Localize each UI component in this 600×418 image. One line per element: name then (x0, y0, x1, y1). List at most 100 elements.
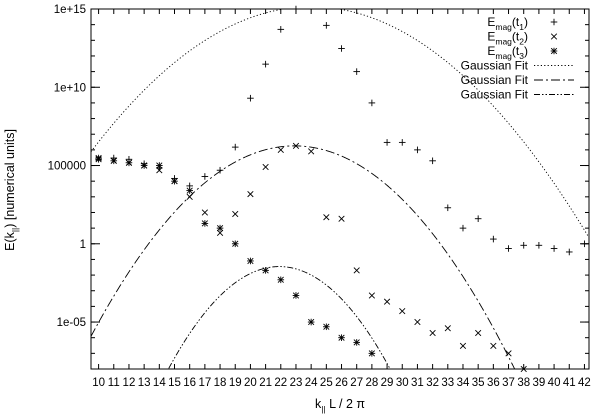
series-2-point (353, 267, 360, 274)
series-2-point (277, 146, 284, 153)
x-tick-label: 11 (108, 377, 120, 389)
series-2-point (292, 142, 300, 149)
series-3-point (156, 162, 163, 169)
legend-label-fit-1: Gaussian Fit (461, 59, 529, 73)
series-2-point (323, 214, 330, 221)
gaussian-fit-3 (167, 266, 391, 369)
series-3-point (307, 318, 315, 326)
series-1-point (459, 224, 467, 232)
x-tick-label: 19 (229, 377, 242, 389)
data-points (95, 5, 588, 373)
series-2-point (475, 329, 482, 337)
x-tick-label: 25 (320, 377, 333, 389)
x-tick-label: 30 (396, 377, 409, 389)
series-2-point (444, 325, 451, 332)
x-tick-label: 32 (426, 377, 439, 389)
series-3-point (353, 339, 361, 346)
legend-label-series-1: Emag(t1) (487, 15, 528, 32)
gaussian-fits (91, 9, 589, 369)
series-3-point (95, 155, 102, 163)
series-1-point (490, 235, 497, 243)
legend-marker-series-2 (550, 33, 558, 40)
series-1-point (262, 60, 269, 68)
series-1-point (565, 248, 573, 256)
series-3-point (292, 292, 300, 299)
x-tick-label: 13 (138, 377, 151, 389)
x-tick-label: 28 (365, 377, 378, 389)
series-1-point (429, 157, 436, 165)
series-3-point (323, 323, 330, 331)
y-tick-label: 1e-05 (57, 317, 86, 329)
series-1-point (277, 26, 285, 33)
x-tick-label: 24 (305, 377, 318, 389)
x-tick-label: 22 (274, 377, 287, 389)
series-2-point (216, 229, 224, 236)
legend-label-series-2: Emag(t2) (487, 30, 528, 47)
series-1-point (323, 22, 330, 29)
x-tick-label: 35 (472, 377, 485, 389)
x-tick-label: 14 (153, 377, 166, 389)
series-1-point (292, 5, 300, 13)
axes: 10 11 12 13 14 15 16 17 18 19 20 21 22 23 24 25 26 27 28 29… (48, 4, 591, 389)
x-tick-label: 37 (502, 377, 515, 389)
legend-marker-series-1 (550, 18, 558, 26)
series-3-point (201, 220, 209, 227)
series-3-point (277, 276, 285, 284)
series-1-point (520, 241, 528, 249)
series-2-point (308, 148, 315, 155)
series-2-point (186, 193, 193, 200)
x-tick-label: 21 (259, 377, 272, 389)
series-1-point (247, 94, 254, 102)
series-2-point (505, 350, 512, 357)
legend-marker-series-3 (550, 47, 558, 55)
x-axis-label: k|| L / 2 π (315, 397, 365, 414)
x-tick-label: 41 (563, 377, 576, 389)
x-tick-label: 27 (350, 377, 363, 389)
series-1-point (398, 139, 406, 146)
x-tick-label: 12 (123, 377, 136, 389)
series-2-point (338, 215, 345, 222)
x-tick-label: 31 (411, 377, 424, 389)
series-2-point (201, 209, 208, 216)
x-tick-label: 20 (244, 377, 257, 389)
series-3-point (338, 334, 345, 341)
y-tick-label: 1e+10 (54, 82, 86, 94)
series-1-point (353, 68, 361, 75)
series-2-point (232, 210, 239, 218)
x-tick-label: 23 (290, 377, 303, 389)
legend-label-fit-2: Gaussian Fit (461, 73, 529, 87)
series-3-point (262, 267, 269, 274)
series-1-point (414, 146, 421, 154)
series-1-point (581, 240, 588, 248)
legend-label-fit-3: Gaussian Fit (461, 88, 529, 102)
x-tick-label: 16 (183, 377, 196, 389)
series-1-point (474, 215, 482, 223)
x-tick-label: 15 (168, 377, 181, 389)
y-tick-label: 1e+15 (54, 4, 86, 16)
series-3-point (110, 157, 118, 165)
series-1-point (201, 173, 209, 180)
series-3-point (247, 257, 254, 265)
legend: Emag(t1)Emag(t2)Emag(t3)Gaussian FitGaus… (461, 15, 574, 102)
series-3-point (186, 187, 193, 194)
x-tick-label: 10 (92, 377, 105, 389)
y-tick-label: 100000 (48, 161, 86, 173)
series-2-point (247, 190, 254, 198)
series-2-point (429, 329, 436, 337)
x-tick-label: 17 (198, 377, 211, 389)
series-1-point (535, 241, 543, 249)
series-2-point (520, 365, 527, 373)
series-3-point (171, 177, 178, 185)
series-1-point (338, 45, 345, 52)
x-tick-label: 38 (517, 377, 530, 389)
x-tick-label: 33 (441, 377, 454, 389)
series-2-point (459, 342, 467, 350)
legend-label-series-3: Emag(t3) (487, 44, 528, 61)
series-3-point (140, 162, 148, 169)
y-axis-label: E(k||) [numerical units] (3, 129, 20, 251)
series-1-point (216, 166, 224, 174)
x-tick-label: 42 (578, 377, 591, 389)
series-3-point (125, 159, 133, 167)
series-2-point (490, 342, 497, 350)
